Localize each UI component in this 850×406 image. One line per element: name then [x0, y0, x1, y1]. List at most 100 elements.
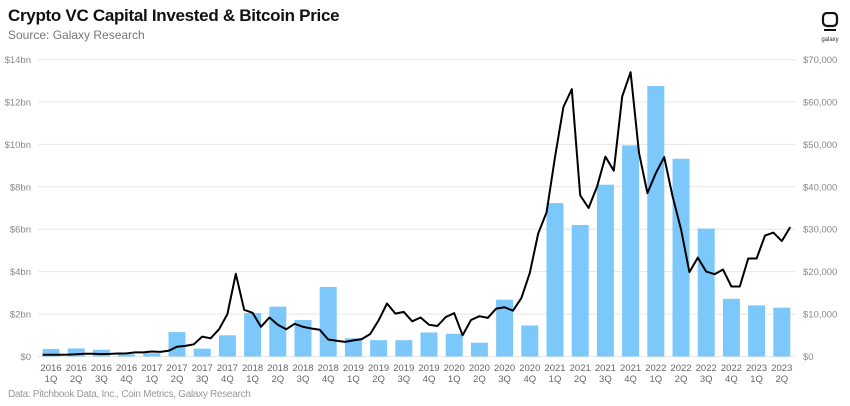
x-tick-quarter: 4Q [120, 374, 133, 385]
y-left-tick-label: $6bn [10, 225, 31, 236]
y-right-tick-label: $10,000 [803, 310, 837, 321]
x-tick-quarter: 1Q [45, 374, 58, 385]
x-tick-quarter: 2Q [70, 374, 83, 385]
vc-bar [370, 340, 388, 357]
vc-bar [420, 332, 438, 357]
y-right-tick-label: $50,000 [803, 140, 837, 151]
vc-bar [647, 86, 665, 357]
vc-bar [773, 307, 791, 357]
x-tick-quarter: 1Q [347, 374, 360, 385]
y-right-tick-label: $0 [803, 352, 814, 363]
x-tick-quarter: 2Q [372, 374, 385, 385]
x-tick-quarter: 3Q [397, 374, 410, 385]
x-tick-quarter: 1Q [448, 374, 461, 385]
y-left-tick-label: $8bn [10, 182, 31, 193]
x-tick-year: 2018 [267, 363, 288, 374]
x-tick-year: 2022 [645, 363, 666, 374]
x-tick-year: 2017 [192, 363, 213, 374]
x-tick-year: 2019 [418, 363, 439, 374]
y-left-tick-label: $0 [20, 352, 31, 363]
x-tick-quarter: 3Q [95, 374, 108, 385]
x-tick-quarter: 2Q [675, 374, 688, 385]
vc-bar [218, 335, 236, 357]
vc-bar [470, 342, 488, 357]
y-left-tick-label: $2bn [10, 310, 31, 321]
vc-bar [344, 338, 362, 357]
vc-bar [748, 305, 766, 357]
y-right-tick-label: $30,000 [803, 225, 837, 236]
x-tick-quarter: 4Q [322, 374, 335, 385]
x-tick-year: 2021 [544, 363, 565, 374]
x-tick-quarter: 2Q [775, 374, 788, 385]
x-tick-quarter: 4Q [523, 374, 536, 385]
x-tick-quarter: 3Q [196, 374, 209, 385]
vc-bar [294, 320, 312, 357]
vc-bar [521, 325, 539, 357]
x-tick-year: 2017 [166, 363, 187, 374]
x-tick-year: 2019 [393, 363, 414, 374]
vc-bar [672, 158, 690, 357]
x-tick-year: 2017 [141, 363, 162, 374]
y-left-tick-label: $10bn [5, 140, 31, 151]
y-right-tick-label: $40,000 [803, 182, 837, 193]
x-tick-year: 2019 [368, 363, 389, 374]
vc-bar [395, 340, 413, 357]
x-tick-quarter: 1Q [145, 374, 158, 385]
vc-bar [622, 145, 640, 357]
x-tick-year: 2022 [670, 363, 691, 374]
x-tick-quarter: 3Q [599, 374, 612, 385]
vc-bar [445, 333, 463, 357]
x-tick-year: 2017 [217, 363, 238, 374]
x-tick-year: 2023 [746, 363, 767, 374]
x-tick-year: 2021 [595, 363, 616, 374]
vc-bar [118, 354, 136, 357]
x-tick-quarter: 1Q [750, 374, 763, 385]
x-tick-quarter: 3Q [700, 374, 713, 385]
y-left-tick-label: $12bn [5, 97, 31, 108]
data-source-note: Data: Pitchbook Data, Inc., Coin Metrics… [8, 389, 251, 400]
vc-bar [168, 332, 186, 357]
x-tick-year: 2016 [116, 363, 137, 374]
x-tick-year: 2021 [620, 363, 641, 374]
x-tick-quarter: 2Q [473, 374, 486, 385]
chart-subtitle: Source: Galaxy Research [8, 28, 145, 42]
vc-bar [143, 353, 161, 357]
vc-bar [496, 299, 514, 357]
x-tick-year: 2018 [292, 363, 313, 374]
x-tick-year: 2021 [570, 363, 591, 374]
x-tick-quarter: 2Q [574, 374, 587, 385]
x-tick-quarter: 3Q [498, 374, 511, 385]
galaxy-logo: galaxy [815, 11, 845, 43]
x-tick-quarter: 2Q [171, 374, 184, 385]
y-right-tick-label: $70,000 [803, 55, 837, 66]
logo-text: galaxy [821, 37, 839, 43]
x-tick-quarter: 1Q [549, 374, 562, 385]
x-tick-year: 2022 [721, 363, 742, 374]
galaxy-logo-icon [821, 11, 839, 31]
vc-bar [546, 203, 564, 357]
x-tick-year: 2023 [771, 363, 792, 374]
x-tick-year: 2022 [696, 363, 717, 374]
y-right-tick-label: $60,000 [803, 97, 837, 108]
x-tick-quarter: 4Q [624, 374, 637, 385]
x-tick-year: 2020 [469, 363, 490, 374]
x-tick-year: 2020 [444, 363, 465, 374]
vc-bar [571, 224, 589, 357]
x-tick-quarter: 4Q [423, 374, 436, 385]
vc-bar [722, 298, 740, 357]
x-tick-quarter: 4Q [221, 374, 234, 385]
vc-bar [42, 349, 60, 357]
chart-title: Crypto VC Capital Invested & Bitcoin Pri… [8, 6, 340, 25]
x-tick-year: 2016 [66, 363, 87, 374]
vc-bar [244, 313, 262, 357]
vc-bar [697, 228, 715, 357]
x-tick-year: 2016 [40, 363, 61, 374]
x-tick-quarter: 2Q [271, 374, 284, 385]
x-tick-quarter: 4Q [725, 374, 738, 385]
x-tick-quarter: 1Q [649, 374, 662, 385]
x-tick-year: 2018 [242, 363, 263, 374]
vc-bar [269, 306, 287, 357]
vc-bar [193, 348, 211, 357]
